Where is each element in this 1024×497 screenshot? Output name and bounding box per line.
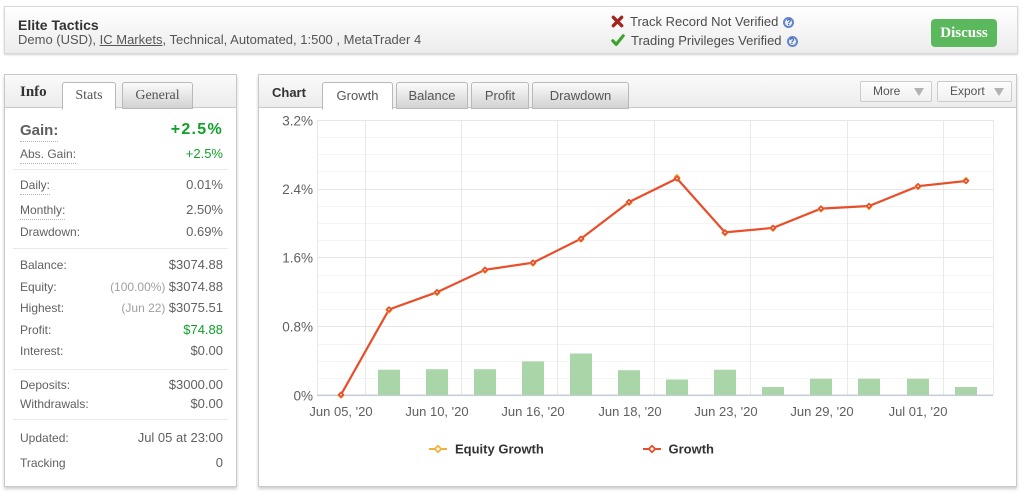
svg-text:Growth: Growth — [669, 442, 715, 457]
svg-text:Jun 05, '20: Jun 05, '20 — [309, 404, 372, 419]
svg-text:Jul 01, '20: Jul 01, '20 — [889, 404, 948, 419]
svg-text:3.2%: 3.2% — [282, 113, 313, 128]
svg-text:Jun 29, '20: Jun 29, '20 — [790, 404, 853, 419]
svg-text:0.8%: 0.8% — [282, 319, 313, 334]
svg-text:Jun 16, '20: Jun 16, '20 — [501, 404, 564, 419]
svg-text:Jun 23, '20: Jun 23, '20 — [694, 404, 757, 419]
svg-text:Jun 10, '20: Jun 10, '20 — [405, 404, 468, 419]
svg-text:Equity Growth: Equity Growth — [455, 442, 544, 457]
svg-text:1.6%: 1.6% — [282, 250, 313, 265]
svg-text:2.4%: 2.4% — [282, 182, 313, 197]
svg-text:Jun 18, '20: Jun 18, '20 — [598, 404, 661, 419]
svg-text:0%: 0% — [293, 388, 313, 403]
